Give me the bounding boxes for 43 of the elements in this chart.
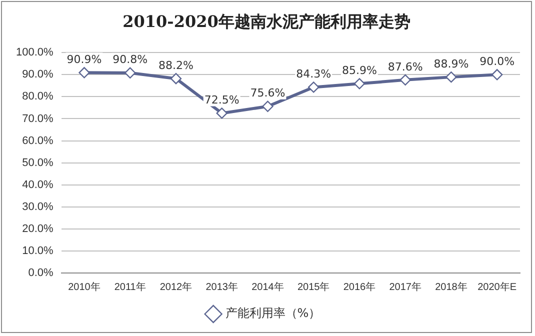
y-tick-label: 40.0% [22, 178, 54, 191]
point [354, 78, 366, 90]
y-tick-label: 80.0% [22, 90, 54, 103]
y-tick-label: 20.0% [22, 222, 54, 235]
data-label: 72.5% [204, 94, 240, 107]
data-label: 85.9% [342, 64, 377, 78]
y-tick-label: 70.0% [22, 112, 54, 125]
data-label: 88.2% [158, 58, 194, 72]
x-tick-label: 2012年 [160, 280, 192, 293]
point [170, 73, 182, 84]
x-tick-label: 2015年 [297, 280, 330, 293]
point [262, 100, 274, 112]
chart-title: 2010-2020年越南水泥产能利用率走势 [122, 12, 412, 33]
x-tick-label: 2010年 [68, 280, 100, 293]
y-tick-label: 60.0% [22, 134, 54, 147]
data-label: 90.8% [112, 53, 148, 66]
legend-label: 产能利用率（%） [225, 306, 321, 320]
point [308, 82, 320, 93]
y-tick-label: 30.0% [22, 200, 54, 213]
x-tick-label: 2018年 [435, 280, 468, 293]
data-label: 88.9% [434, 57, 469, 70]
x-tick-label: 2011年 [114, 280, 146, 293]
point [491, 69, 503, 80]
point [124, 67, 136, 78]
x-tick-label: 2013年 [206, 280, 238, 293]
point [78, 67, 90, 78]
x-tick-label: 2016年 [343, 280, 376, 293]
y-tick-label: 10.0% [22, 244, 54, 257]
y-tick-label: 0.0% [28, 267, 54, 280]
data-label: 84.3% [296, 68, 332, 81]
point [400, 74, 411, 86]
data-label: 90.9% [66, 53, 102, 66]
y-tick-label: 50.0% [22, 156, 54, 169]
x-tick-label: 2017年 [389, 280, 422, 293]
y-tick-label: 90.0% [22, 68, 54, 81]
x-tick-label: 2014年 [252, 280, 284, 293]
point [216, 108, 228, 119]
data-label: 75.6% [250, 86, 286, 100]
x-tick-label: 2020年E [478, 280, 517, 293]
point [446, 71, 457, 83]
y-tick-label: 100.0% [16, 46, 54, 59]
data-label: 87.6% [388, 60, 423, 74]
data-label: 90.0% [480, 55, 515, 68]
